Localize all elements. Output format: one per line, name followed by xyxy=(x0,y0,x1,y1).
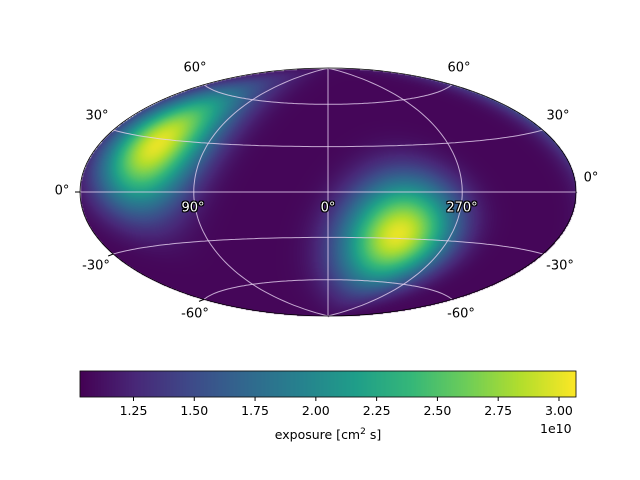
lon-label-90: 90° xyxy=(181,200,205,216)
colorbar-tick-label: 3.00 xyxy=(545,403,573,418)
colorbar-offset-text: 1e10 xyxy=(540,421,572,436)
lon-label-270: 270° xyxy=(446,200,478,216)
lat-label-left-m60: -60° xyxy=(181,306,209,322)
colorbar-label-sup: 2 xyxy=(360,427,366,437)
lon-label-0: 0° xyxy=(320,200,336,216)
lat-label-right-60: 60° xyxy=(447,60,471,76)
colorbar-tick-label: 2.00 xyxy=(301,403,330,418)
colorbar-tick-label: 1.75 xyxy=(241,403,269,418)
colorbar-tick-label: 1.25 xyxy=(119,403,148,418)
colorbar-tick-label: 2.75 xyxy=(484,403,513,418)
lat-tick-mark xyxy=(198,298,205,302)
lat-label-right-m30: -30° xyxy=(546,258,574,274)
colorbar-tick-label: 1.50 xyxy=(180,403,209,418)
lat-label-right-m60: -60° xyxy=(447,306,475,322)
lat-label-right-0: 0° xyxy=(583,170,599,186)
meridian-line--90 xyxy=(193,67,329,317)
colorbar-tick-label: 2.50 xyxy=(423,403,452,418)
lat-label-left-30: 30° xyxy=(85,108,109,124)
lat-tick-mark xyxy=(108,253,114,257)
meridian-line-90 xyxy=(327,67,463,317)
colorbar-label-main: exposure [cm xyxy=(274,427,361,443)
lat-label-right-30: 30° xyxy=(546,108,570,124)
colorbar-label-end: s] xyxy=(365,427,382,443)
lat-label-left-60: 60° xyxy=(183,60,207,76)
colorbar-tick-label: 2.25 xyxy=(362,403,391,418)
colorbar xyxy=(79,370,577,398)
colorbar-label: exposure [cm2 s] xyxy=(275,427,381,442)
lat-label-left-0: 0° xyxy=(54,183,70,199)
lat-label-left-m30: -30° xyxy=(82,258,110,274)
